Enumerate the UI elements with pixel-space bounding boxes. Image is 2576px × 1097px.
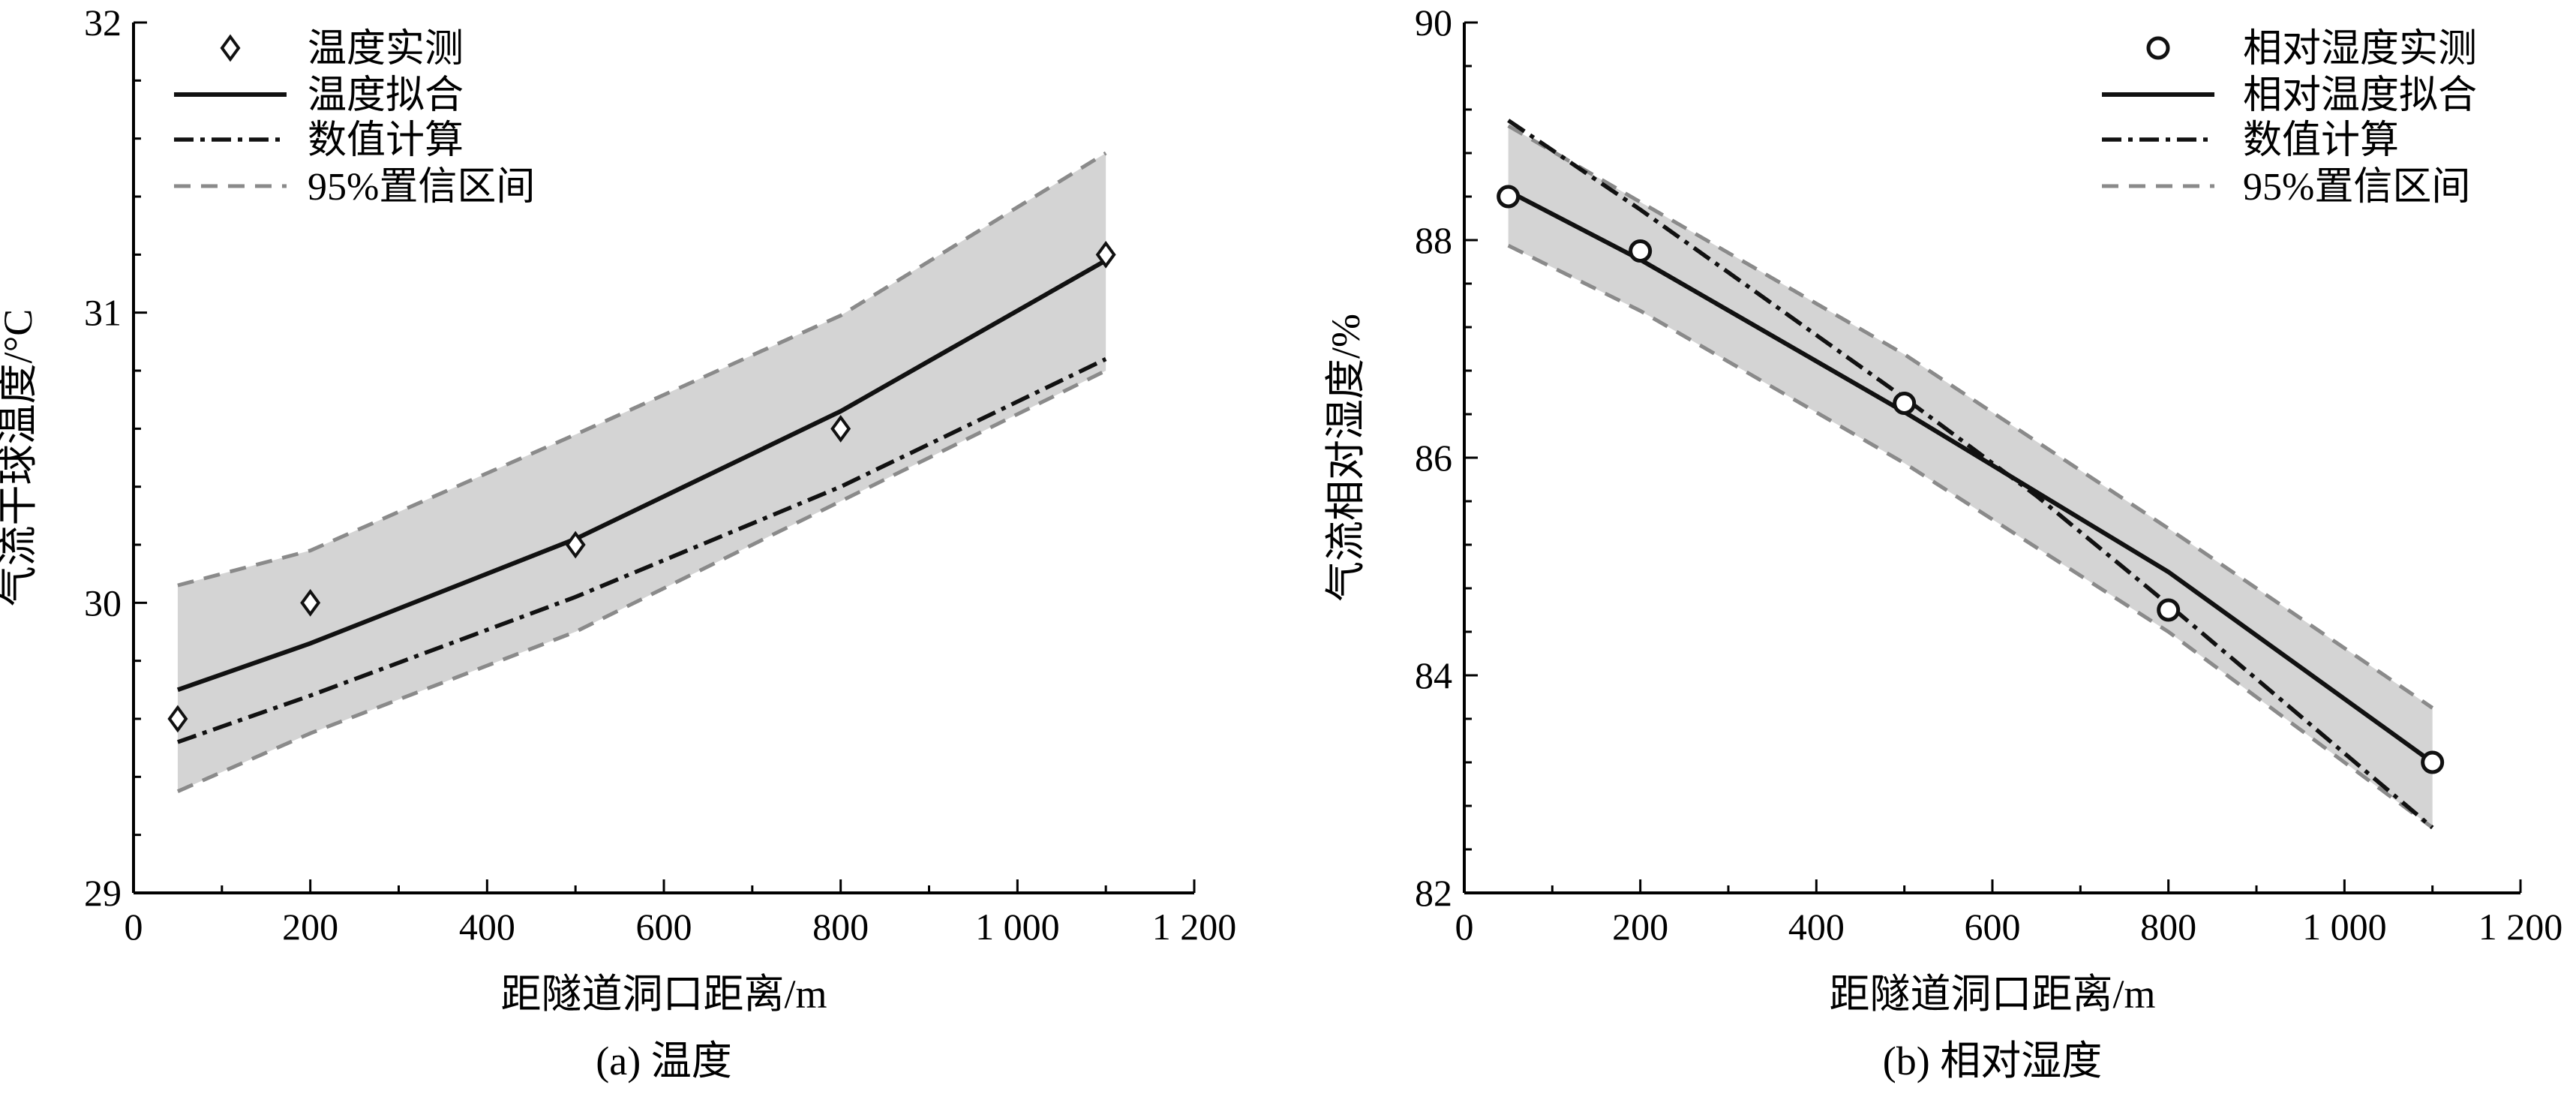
x-axis-label: 距隧道洞口距离/m xyxy=(500,972,827,1017)
data-point-circle xyxy=(1497,185,1521,209)
chart-panel-humidity: 0 200 400 600 800 1 000 1 200 82 84 86 88 90 距隧道洞口距离… xyxy=(1323,2,2562,1083)
data-point-diamond xyxy=(1095,240,1116,269)
numerical-line xyxy=(1507,119,2434,830)
legend-marker-circle xyxy=(2146,36,2170,60)
y-tick-label: 82 xyxy=(1415,872,1452,914)
y-tick-label: 88 xyxy=(1415,219,1452,261)
x-tick-label: 1 200 xyxy=(1152,906,1237,948)
y-tick-label: 84 xyxy=(1415,654,1452,696)
data-point-circle xyxy=(1629,239,1653,263)
data-point-diamond xyxy=(300,588,321,617)
x-tick-label: 200 xyxy=(1612,906,1668,948)
legend-label: 温度拟合 xyxy=(308,74,464,117)
confidence-band-fill xyxy=(177,153,1106,792)
confidence-band-upper-line xyxy=(1507,124,2434,710)
legend-label: 相对温度拟合 xyxy=(2243,74,2477,117)
y-tick-label: 90 xyxy=(1415,2,1452,44)
numerical-line xyxy=(177,357,1107,744)
confidence-band-fill xyxy=(1508,125,2433,828)
x-tick-label: 1 000 xyxy=(975,906,1060,948)
confidence-band-upper-line xyxy=(177,151,1107,588)
x-tick-label: 1 200 xyxy=(2478,906,2563,948)
x-axis-label: 距隧道洞口距离/m xyxy=(1829,972,2155,1017)
legend-label: 温度实测 xyxy=(308,28,464,71)
data-point-diamond xyxy=(167,705,188,733)
legend-label: 相对湿度实测 xyxy=(2243,28,2477,71)
y-tick-label: 32 xyxy=(84,2,122,44)
confidence-band-lower-line xyxy=(176,368,1107,793)
data-point-circle xyxy=(2157,598,2181,622)
legend-label: 95%置信区间 xyxy=(2243,166,2470,209)
data-point-circle xyxy=(2421,750,2445,774)
y-axis-label: 气流相对湿度/% xyxy=(1323,314,1368,602)
x-tick-label: 800 xyxy=(2140,906,2196,948)
chart-caption: (b) 相对湿度 xyxy=(1883,1038,2102,1083)
y-tick-label: 86 xyxy=(1415,437,1452,479)
data-point-diamond xyxy=(565,530,586,559)
x-tick-label: 600 xyxy=(636,906,692,948)
x-tick-label: 400 xyxy=(1788,906,1845,948)
y-tick-label: 31 xyxy=(84,292,122,334)
x-tick-label: 800 xyxy=(812,906,869,948)
data-point-circle xyxy=(1893,392,1917,415)
legend-marker-diamond xyxy=(220,34,241,62)
data-point-diamond xyxy=(830,414,851,443)
x-tick-label: 200 xyxy=(282,906,338,948)
legend-label: 数值计算 xyxy=(308,119,464,162)
x-tick-label: 600 xyxy=(1965,906,2021,948)
y-tick-label: 30 xyxy=(84,582,122,624)
chart-panel-temperature: 0 200 400 600 800 1 000 1 200 29 30 31 32 距隧道洞口距离/m… xyxy=(0,2,1236,1083)
legend-label: 数值计算 xyxy=(2243,119,2399,162)
confidence-band-lower-line xyxy=(1507,244,2434,830)
legend-label: 95%置信区间 xyxy=(308,166,535,209)
x-tick-label: 1 000 xyxy=(2302,906,2387,948)
x-tick-label: 400 xyxy=(459,906,515,948)
x-tick-label: 0 xyxy=(125,906,143,948)
y-axis-label: 气流干球温度/°C xyxy=(0,309,41,607)
chart-caption: (a) 温度 xyxy=(596,1038,731,1083)
y-tick-label: 29 xyxy=(84,872,122,914)
x-tick-label: 0 xyxy=(1455,906,1474,948)
